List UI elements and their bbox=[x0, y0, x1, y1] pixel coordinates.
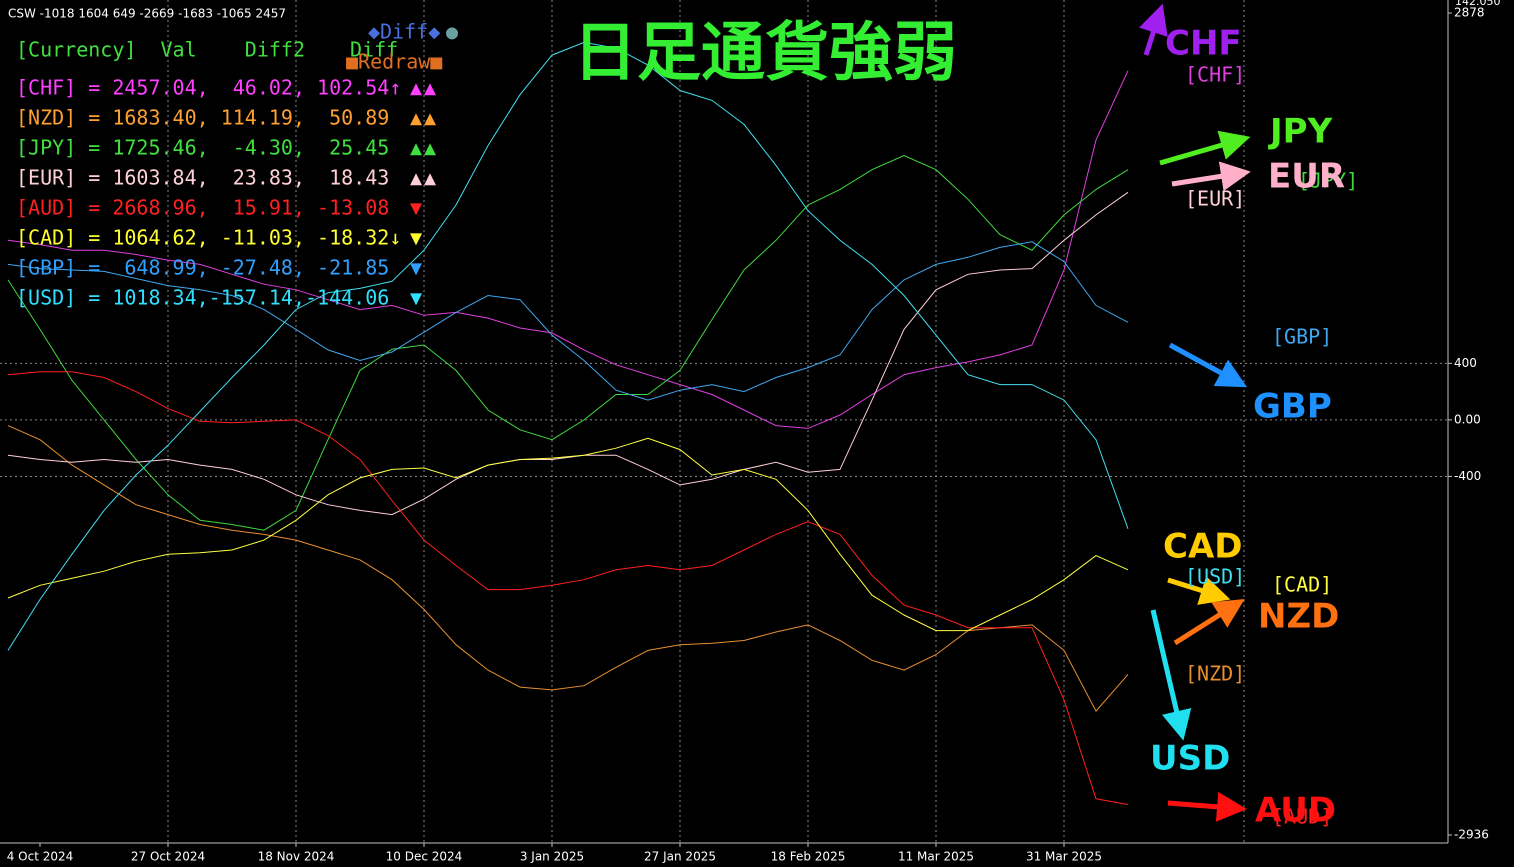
x-tick-label: 27 Jan 2025 bbox=[644, 850, 716, 864]
y-tick-label: 2878 bbox=[1454, 6, 1485, 20]
series-name: EUR bbox=[1268, 157, 1345, 197]
panel-signal: ▼ bbox=[410, 256, 424, 280]
panel-signal: ▼ bbox=[410, 286, 424, 310]
legend-redraw: ■Redraw■ bbox=[346, 50, 442, 74]
series-tag: [CAD] bbox=[1272, 573, 1332, 597]
y-tick-label: 0.00 bbox=[1454, 412, 1481, 426]
series-name: AUD bbox=[1255, 791, 1336, 831]
arrow bbox=[1159, 130, 1251, 166]
panel-row: [JPY] = 1725.46, -4.30, 25.45 bbox=[16, 136, 389, 160]
x-tick-label: 27 Oct 2024 bbox=[131, 850, 205, 864]
series-tag: [EUR] bbox=[1185, 187, 1245, 211]
panel-row: [USD] = 1018.34,-157.14,-144.06 bbox=[16, 286, 389, 310]
arrow bbox=[1171, 161, 1251, 192]
panel-row: [EUR] = 1603.84, 23.83, 18.43 bbox=[16, 166, 389, 190]
y-tick-label: 400 bbox=[1454, 356, 1477, 370]
series-line bbox=[7, 437, 1129, 632]
series-tag: [CHF] bbox=[1185, 63, 1245, 87]
panel-signal: ▲▲ bbox=[410, 166, 438, 190]
panel-row: [GBP] = 648.99, -27.48, -21.85 bbox=[16, 256, 389, 280]
series-tag: [AUD] bbox=[1272, 805, 1332, 829]
series-line bbox=[7, 41, 1129, 651]
arrow bbox=[1139, 3, 1168, 56]
series-name: JPY bbox=[1268, 112, 1333, 152]
panel-signal: ▲▲ bbox=[410, 106, 438, 130]
x-tick-label: 18 Feb 2025 bbox=[771, 850, 846, 864]
panel-signal: ▼ bbox=[410, 226, 424, 250]
arrow bbox=[1167, 576, 1231, 605]
arrows bbox=[1139, 3, 1251, 822]
chart-title: 日足通貨強弱 bbox=[573, 17, 957, 91]
series-name: GBP bbox=[1253, 387, 1332, 427]
arrow bbox=[1167, 791, 1247, 822]
panel-row: [AUD] = 2668.96, 15.91, -13.08 bbox=[16, 196, 389, 220]
series-name: CAD bbox=[1163, 527, 1243, 567]
series-line bbox=[7, 371, 1129, 805]
y-tick-label: -400 bbox=[1454, 469, 1481, 483]
x-tick-label: 4 Oct 2024 bbox=[7, 850, 74, 864]
series-line bbox=[7, 154, 1129, 531]
panel-row: [CAD] = 1064.62, -11.03, -18.32↓ bbox=[16, 226, 401, 250]
price-label: 142.050 bbox=[1455, 0, 1501, 8]
series-tag: [JPY] bbox=[1298, 169, 1358, 193]
series-line bbox=[7, 241, 1129, 401]
series-tag: [USD] bbox=[1185, 565, 1245, 589]
series-tag: [GBP] bbox=[1272, 325, 1332, 349]
y-tick-label: -2936 bbox=[1454, 828, 1489, 842]
series-name: NZD bbox=[1258, 597, 1339, 637]
indicator-header: CSW -1018 1604 649 -2669 -1683 -1065 245… bbox=[8, 7, 286, 21]
x-tick-label: 10 Dec 2024 bbox=[386, 850, 463, 864]
panel-row: [CHF] = 2457.04, 46.02, 102.54↑ bbox=[16, 76, 401, 100]
panel-signal: ▲▲ bbox=[410, 136, 438, 160]
series-line bbox=[7, 70, 1129, 429]
series-name: USD bbox=[1150, 739, 1230, 779]
x-tick-label: 11 Mar 2025 bbox=[898, 850, 974, 864]
plot bbox=[0, 0, 1448, 843]
x-tick-label: 18 Nov 2024 bbox=[258, 850, 335, 864]
panel-header-diff: Diff bbox=[350, 38, 398, 62]
series-line bbox=[7, 191, 1129, 516]
x-tick-label: 31 Mar 2025 bbox=[1026, 850, 1102, 864]
series-tag: [NZD] bbox=[1185, 662, 1245, 686]
arrow bbox=[1168, 342, 1248, 388]
legend-dot: ● bbox=[446, 20, 458, 44]
legend-diff: ◆Diff◆ bbox=[368, 20, 440, 44]
panel-header: [Currency] Val Diff2 bbox=[16, 38, 305, 62]
x-tick-label: 3 Jan 2025 bbox=[520, 850, 584, 864]
panel-signal: ▲▲ bbox=[410, 76, 438, 100]
series-name: CHF bbox=[1165, 24, 1242, 64]
arrow bbox=[1150, 609, 1192, 741]
arrow bbox=[1173, 598, 1245, 646]
panel-row: [NZD] = 1683.40, 114.19, 50.89 bbox=[16, 106, 389, 130]
series-line bbox=[7, 425, 1129, 712]
panel-signal: ▼ bbox=[410, 196, 424, 220]
